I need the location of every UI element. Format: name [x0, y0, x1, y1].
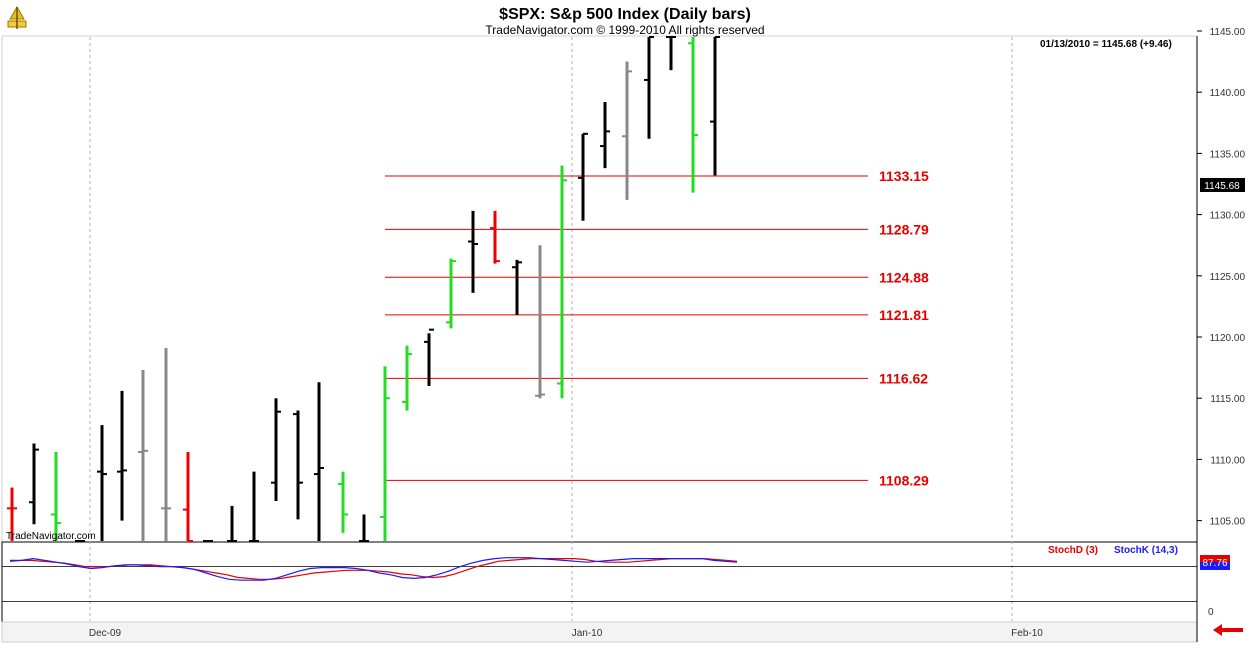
support-label: 1133.15 — [879, 168, 929, 184]
ohlc-bar — [424, 328, 434, 386]
x-tick-label: Feb-10 — [1011, 628, 1043, 639]
ohlc-bar — [29, 443, 39, 525]
ohlc-bar — [117, 390, 127, 521]
ohlc-bar — [512, 259, 522, 315]
ohlc-bar — [183, 452, 193, 542]
support-label: 1124.88 — [879, 269, 929, 285]
y-tick-label: 1120.00 — [1210, 333, 1246, 344]
stoch-zero-label: 0 — [1208, 607, 1214, 618]
y-tick-label: 1130.00 — [1210, 211, 1246, 222]
y-tick-label: 1105.00 — [1210, 517, 1246, 528]
scroll-left-arrow-icon[interactable] — [1213, 624, 1243, 636]
ohlc-bar — [338, 471, 348, 533]
price-readout: 01/13/2010 = 1145.68 (+9.46) — [1040, 39, 1172, 50]
stochk-legend: StochK (14,3) — [1114, 545, 1178, 556]
grid-layer — [89, 37, 1013, 621]
ohlc-bar — [578, 132, 588, 221]
stochd-legend: StochD (3) — [1048, 545, 1098, 556]
ohlc-bar — [710, 36, 720, 176]
ohlc-bar — [666, 36, 676, 71]
ohlc-bar — [359, 514, 369, 542]
ohlc-bar — [468, 210, 478, 293]
ohlc-bar — [644, 36, 654, 139]
last-price-tag: 1145.68 — [1200, 178, 1245, 192]
y-tick-label: 1125.00 — [1210, 272, 1246, 283]
last-price-label: 1145.68 — [1204, 181, 1240, 192]
stochastic-layer — [2, 557, 1197, 602]
ohlc-bar — [271, 398, 281, 502]
y-axis: 1105.00 1110.00 1115.00 1120.00 1125.00 1130.… — [1197, 27, 1246, 528]
ohlc-bar — [380, 366, 390, 541]
stoch-series-line — [9, 557, 738, 581]
ohlc-bar — [402, 345, 412, 411]
stoch-level-tag: 87.76 — [1200, 555, 1230, 570]
ohlc-bar — [490, 210, 500, 264]
ohlc-bar — [314, 382, 324, 541]
support-label: 1121.81 — [879, 307, 929, 323]
ohlc-bar — [97, 425, 107, 541]
watermark: TradeNavigator.com — [6, 531, 96, 542]
y-tick-label: 1110.00 — [1210, 455, 1245, 466]
ohlc-bar — [293, 410, 303, 520]
ohlc-bar — [600, 101, 610, 169]
support-label: 1108.29 — [879, 472, 929, 488]
ohlc-bar — [688, 37, 698, 193]
levels-layer: 1161.521160.401156.871155.181153.571148.… — [385, 168, 929, 488]
ohlc-bar — [557, 165, 567, 399]
ohlc-bar — [138, 370, 148, 541]
ohlc-bar — [622, 61, 632, 200]
trade-navigator-logo — [4, 5, 30, 31]
bars-layer — [7, 36, 720, 542]
support-label: 1128.79 — [879, 221, 929, 237]
ohlc-bar — [446, 258, 456, 329]
ohlc-bar — [161, 348, 171, 541]
support-label: 1116.62 — [879, 370, 928, 386]
chart-title: $SPX: S&p 500 Index (Daily bars) — [499, 6, 751, 23]
chart-subtitle: TradeNavigator.com © 1999-2010 All right… — [485, 23, 764, 37]
x-axis: Dec-09 Jan-10 Feb-10 — [89, 628, 1043, 639]
y-tick-label: 1140.00 — [1210, 88, 1246, 99]
stoch-level-label: 87.76 — [1202, 558, 1227, 569]
y-tick-label: 1115.00 — [1210, 394, 1245, 405]
ohlc-bar — [7, 487, 17, 541]
y-tick-label: 1135.00 — [1210, 149, 1246, 160]
ohlc-bar — [51, 452, 61, 541]
ohlc-bar — [249, 471, 259, 542]
x-tick-label: Jan-10 — [572, 628, 603, 639]
ohlc-bar — [535, 245, 545, 399]
ohlc-bar — [227, 505, 237, 542]
y-tick-label: 1145.00 — [1210, 27, 1246, 38]
x-tick-label: Dec-09 — [89, 628, 122, 639]
